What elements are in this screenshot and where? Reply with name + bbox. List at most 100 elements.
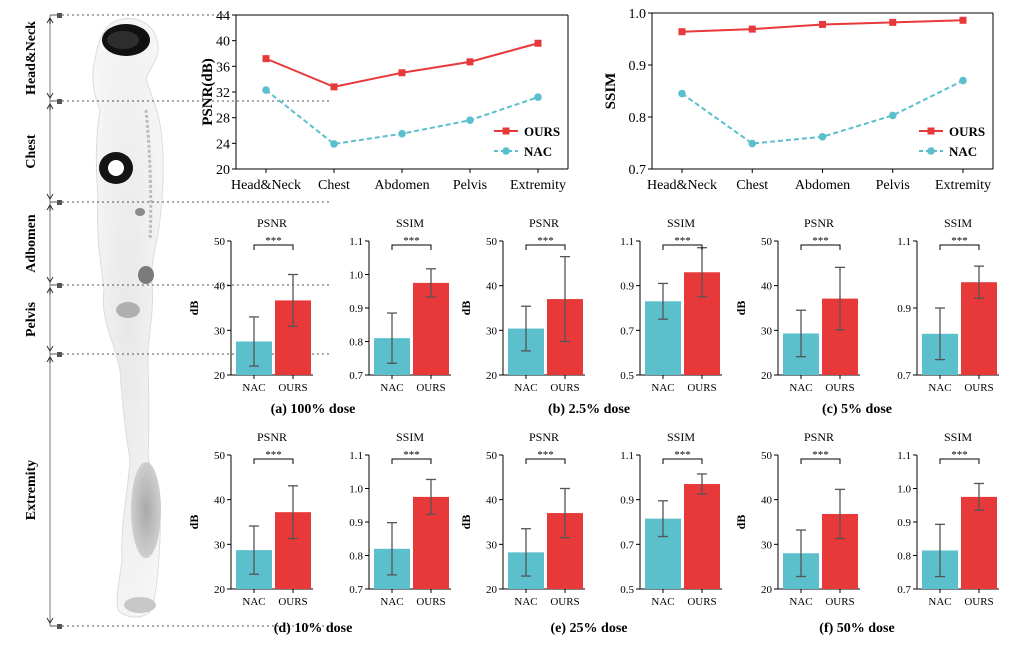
panel-caption: (d) 10% dose: [274, 621, 353, 636]
y-tick-label: 0.7: [897, 370, 911, 382]
y-tick-label: 20: [214, 370, 226, 382]
pet-scan-image: [92, 18, 164, 618]
region-label: Chest: [24, 134, 39, 169]
x-tick-label: OURS: [416, 382, 445, 394]
y-tick-label: 32: [216, 86, 230, 101]
y-tick-label: 0.7: [897, 584, 911, 596]
y-tick-label: 0.7: [620, 539, 634, 551]
x-tick-label: NAC: [514, 382, 537, 394]
x-tick-label: OURS: [687, 596, 716, 608]
y-tick-label: 30: [761, 325, 773, 337]
x-tick-label: NAC: [789, 596, 812, 608]
legend-label: OURS: [949, 124, 985, 139]
bar-chart-group: 20 30 40 50 dB PSNR NAC OURS *** 0.7 0.8 0.9 1.0 1.1 S…: [734, 430, 999, 636]
y-tick-label: 0.9: [620, 281, 634, 293]
line-chart: 0.7 0.8 0.9 1.0 Head&Neck Chest Abdomen Pelvis E…: [603, 7, 994, 193]
x-tick-label: Extremity: [935, 178, 991, 193]
arrowhead-up: [46, 103, 54, 110]
y-tick-label: 30: [214, 539, 226, 551]
arrowhead-down: [46, 345, 54, 352]
y-axis-label: SSIM: [603, 73, 619, 110]
y-tick-label: 40: [214, 281, 226, 293]
x-tick-label: OURS: [278, 596, 307, 608]
significance-label: ***: [403, 449, 420, 461]
arrowhead-up: [46, 204, 54, 211]
y-tick-label: 30: [214, 325, 226, 337]
bar-panel: 0.5 0.7 0.9 1.1 SSIM NAC OURS ***: [620, 430, 722, 608]
significance-label: ***: [951, 449, 968, 461]
y-tick-label: 28: [216, 112, 230, 127]
bar-chart-group: 20 30 40 50 dB PSNR NAC OURS *** 0.7 0.9 1.1 SSIM NAC…: [734, 216, 999, 417]
panel-caption: (c) 5% dose: [822, 402, 892, 417]
y-tick-label: 1.0: [349, 484, 363, 496]
y-tick-label: 0.8: [349, 337, 363, 349]
bar-chart-group: 20 30 40 50 dB PSNR NAC OURS *** 0.5 0.7 0.9 1.1 SSIM…: [459, 216, 722, 417]
series-line: [265, 42, 539, 88]
y-tick-label: 50: [486, 236, 498, 248]
legend-marker: [927, 147, 935, 155]
y-axis-label: dB: [734, 301, 748, 316]
y-tick-label: 0.8: [897, 551, 911, 563]
y-tick-label: 20: [761, 370, 773, 382]
y-tick-label: 50: [761, 450, 773, 462]
y-axis-label: dB: [459, 301, 473, 316]
y-tick-label: 20: [214, 584, 226, 596]
significance-bracket: [939, 244, 980, 250]
y-tick-label: 1.1: [897, 236, 911, 248]
panel-title: SSIM: [667, 216, 695, 230]
panel-title: PSNR: [529, 430, 559, 444]
region-brackets: Head&Neck Chest Adbomen Pelvis Extremity: [21, 13, 330, 629]
arrowhead-down: [46, 92, 54, 99]
y-tick-label: 0.7: [349, 370, 363, 382]
data-point-nac: [959, 76, 967, 85]
y-tick-label: 20: [486, 370, 498, 382]
y-tick-label: 0.5: [620, 584, 634, 596]
y-tick-label: 1.1: [349, 450, 363, 462]
data-point-ours: [262, 55, 270, 63]
y-tick-label: 40: [761, 281, 773, 293]
x-tick-label: OURS: [278, 382, 307, 394]
region-label: Adbomen: [24, 214, 39, 273]
x-tick-label: OURS: [687, 382, 716, 394]
bar-panel: 20 30 40 50 dB PSNR NAC OURS ***: [187, 216, 313, 394]
bar-panel: 20 30 40 50 dB PSNR NAC OURS ***: [734, 216, 860, 394]
panel-title: SSIM: [396, 216, 424, 230]
x-tick-label: Abdomen: [795, 178, 850, 193]
significance-bracket: [525, 458, 566, 464]
y-tick-label: 0.9: [349, 517, 363, 529]
data-point-nac: [748, 139, 757, 148]
y-axis-label: dB: [459, 515, 473, 530]
region-label: Extremity: [24, 460, 39, 520]
y-tick-label: 1.0: [897, 484, 911, 496]
data-point-ours: [748, 25, 756, 33]
y-tick-label: 0.9: [629, 59, 647, 74]
region-label-bg: [21, 283, 43, 356]
y-tick-label: 30: [486, 539, 498, 551]
y-axis-label: dB: [734, 515, 748, 530]
y-tick-label: 1.0: [629, 7, 647, 22]
y-tick-label: 0.8: [629, 111, 647, 126]
y-tick-label: 0.9: [897, 303, 911, 315]
legend-marker: [927, 127, 935, 135]
x-tick-label: OURS: [964, 382, 993, 394]
x-tick-label: OURS: [550, 382, 579, 394]
significance-label: ***: [537, 235, 554, 247]
y-tick-label: 1.1: [620, 236, 634, 248]
y-tick-label: 40: [216, 35, 230, 50]
arrowhead-up: [46, 17, 54, 24]
significance-bracket: [253, 458, 294, 464]
data-point-nac: [534, 93, 542, 101]
significance-label: ***: [403, 235, 420, 247]
legend-marker: [502, 147, 510, 155]
y-tick-label: 1.0: [349, 270, 363, 282]
y-tick-label: 0.9: [897, 517, 911, 529]
x-tick-label: NAC: [380, 596, 403, 608]
y-tick-label: 40: [486, 495, 498, 507]
y-tick-label: 36: [216, 60, 230, 75]
y-tick-label: 0.9: [349, 303, 363, 315]
panel-title: SSIM: [944, 216, 972, 230]
significance-bracket: [253, 244, 294, 250]
significance-label: ***: [265, 235, 282, 247]
y-tick-label: 20: [216, 163, 230, 178]
x-tick-label: NAC: [514, 596, 537, 608]
